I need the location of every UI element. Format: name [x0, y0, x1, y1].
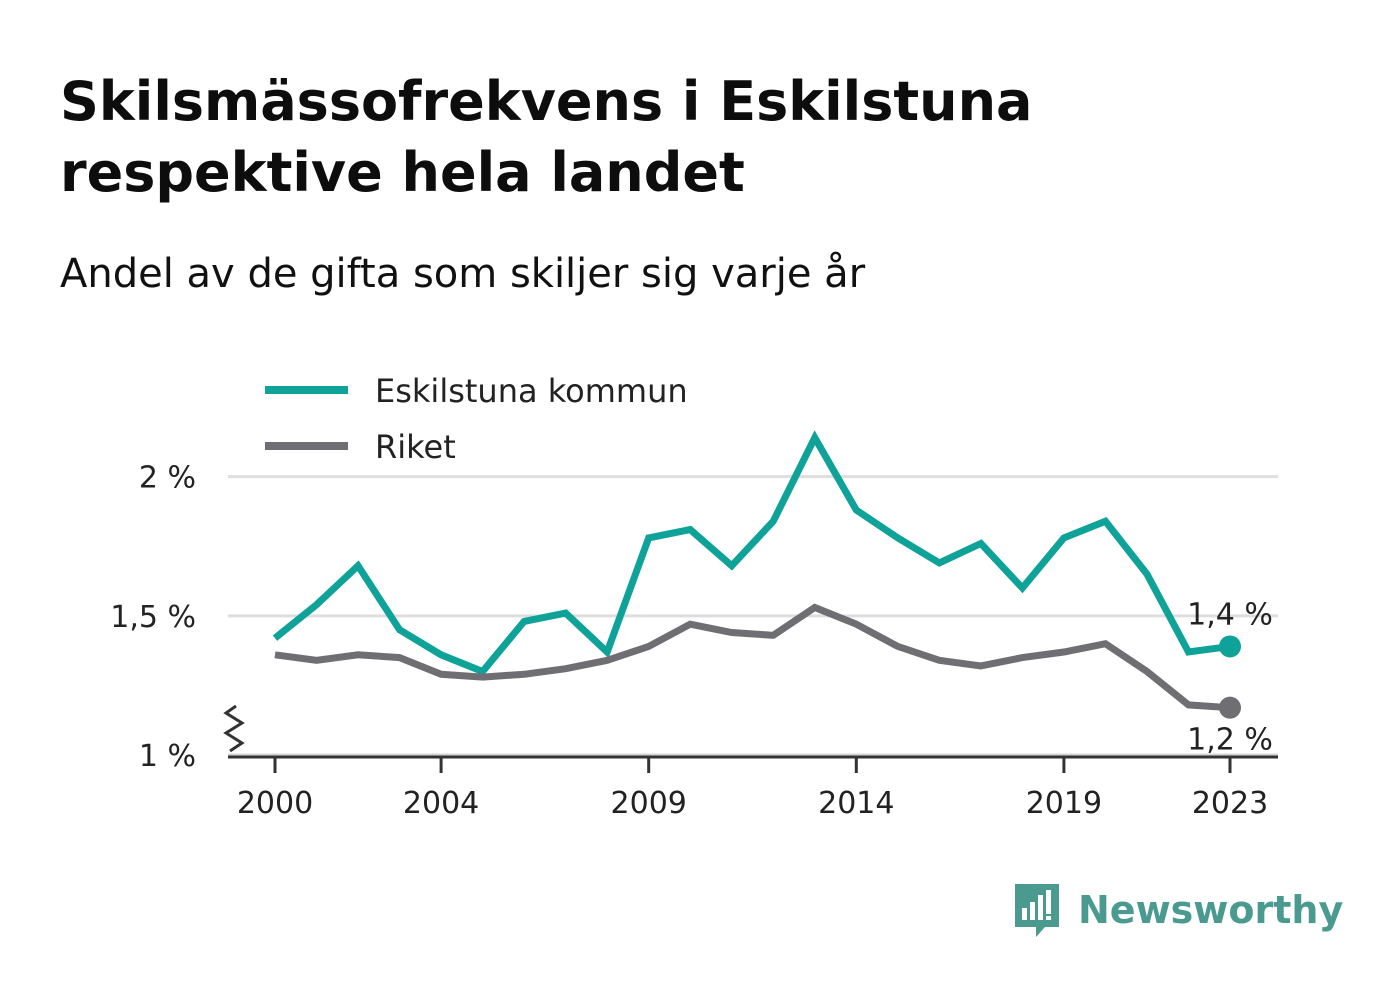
legend-background — [250, 360, 738, 470]
legend-label: Riket — [375, 428, 456, 466]
y-tick-label: 2 % — [139, 461, 196, 496]
x-tick-label: 2014 — [818, 786, 894, 821]
series-end-label: 1,4 % — [1187, 597, 1273, 632]
x-tick-label: 2000 — [237, 786, 313, 821]
brand-logo: Newsworthy — [1012, 880, 1343, 940]
x-tick-label: 2023 — [1192, 786, 1268, 821]
legend-label: Eskilstuna kommun — [375, 372, 688, 410]
x-tick-label: 2019 — [1026, 786, 1102, 821]
series — [272, 430, 1241, 719]
chart-title: Skilsmässofrekvens i Eskilstuna respekti… — [60, 70, 1033, 204]
series-line — [274, 603, 1231, 712]
series-line — [272, 430, 1231, 676]
newsworthy-logo-icon — [1015, 884, 1059, 937]
end-labels: 1,4 % 1,2 % — [1187, 597, 1273, 757]
series-end-label: 1,2 % — [1187, 723, 1273, 758]
y-tick-label: 1 % — [139, 739, 196, 774]
brand-name: Newsworthy — [1078, 888, 1344, 932]
y-tick-label: 1,5 % — [110, 600, 196, 635]
gridlines — [228, 475, 1278, 757]
series-end-point — [1219, 696, 1241, 719]
x-tick-label: 2004 — [403, 786, 479, 821]
series-end-point — [1219, 635, 1241, 658]
y-axis-break-icon — [223, 704, 245, 753]
chart-subtitle: Andel av de gifta som skiljer sig varje … — [60, 251, 866, 297]
x-tick-label: 2009 — [611, 786, 687, 821]
legend: Eskilstuna kommun Riket — [250, 360, 738, 470]
axes: 1 % 1,5 % 2 % 2000 2004 2009 2014 2019 2023 — [110, 461, 1278, 821]
